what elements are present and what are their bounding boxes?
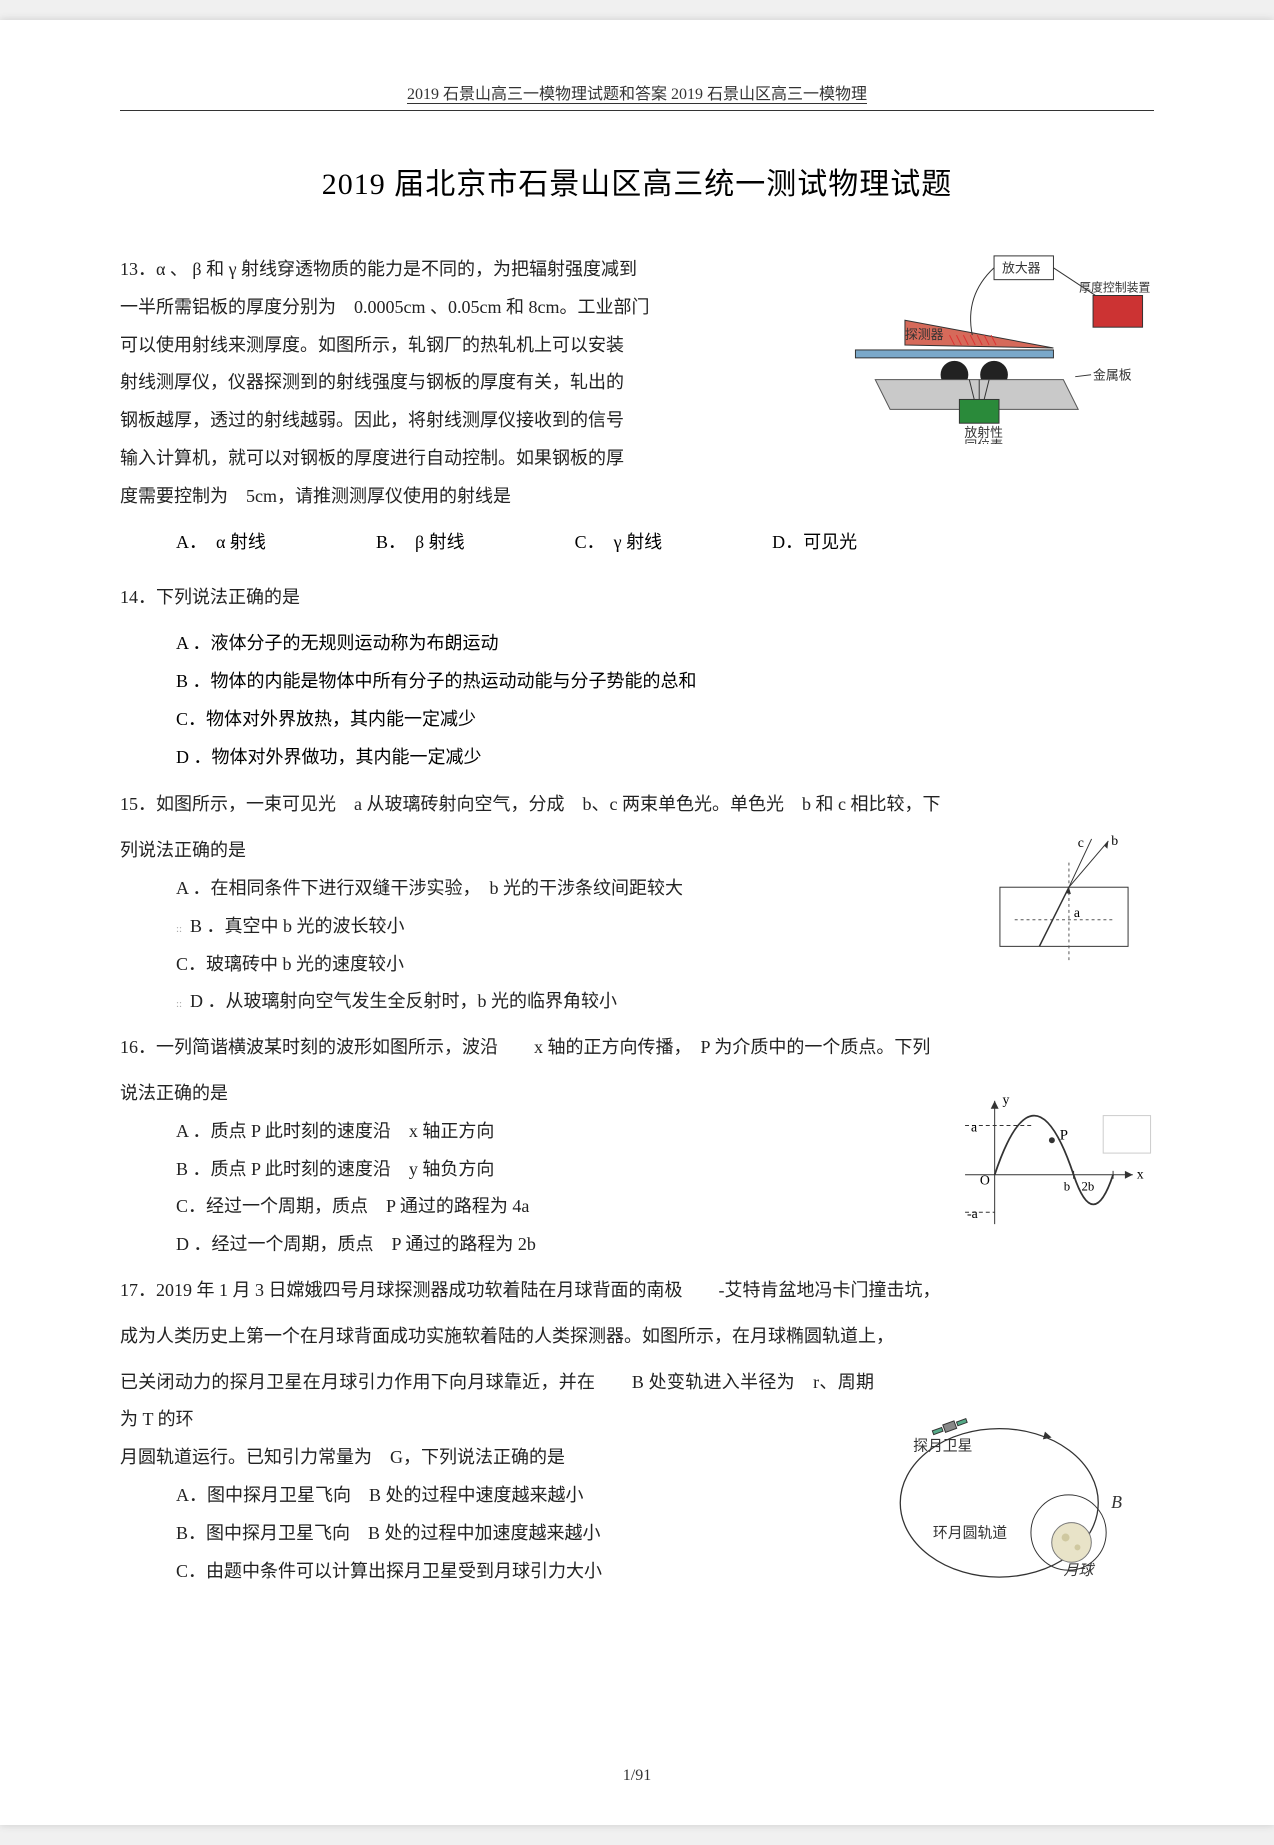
svg-text:x: x — [1137, 1167, 1144, 1182]
q14-opt-b: B ．物体的内能是物体中所有分子的热运动动能与分子势能的总和 — [176, 663, 1154, 701]
question-16-body: 说法正确的是 A ．质点 P 此时刻的速度沿 x 轴正方向 B ．质点 P 此时… — [120, 1075, 1154, 1264]
question-16-line1: 16．一列简谐横波某时刻的波形如图所示，波沿 x 轴的正方向传播， P 为介质中… — [120, 1029, 1154, 1067]
page: 2019 石景山高三一模物理试题和答案 2019 石景山区高三一模物理 2019… — [0, 20, 1274, 1825]
q14-opt-c: C．物体对外界放热，其内能一定减少 — [176, 701, 1154, 739]
exam-title: 2019 届北京市石景山区高三统一测试物理试题 — [120, 159, 1154, 203]
q13-line-3: 射线测厚仪，仪器探测到的射线强度与钢板的厚度有关，轧出的 — [120, 372, 624, 392]
q13-opt-b: B． β 射线 — [376, 524, 465, 562]
q17-options: A．图中探月卫星飞向 B 处的过程中速度越来越小 B．图中探月卫星飞向 B 处的… — [120, 1477, 874, 1590]
q17-stem-l0: 2019 年 1 月 3 日嫦娥四号月球探测器成功软着陆在月球背面的南极 -艾特… — [156, 1280, 941, 1300]
q16-opt-a: A ．质点 P 此时刻的速度沿 x 轴正方向 — [176, 1113, 874, 1151]
q15-stem2: 列说法正确的是 — [120, 840, 246, 860]
q14-options: A ．液体分子的无规则运动称为布朗运动 B ．物体的内能是物体中所有分子的热运动… — [120, 625, 1154, 776]
q15-number: 15． — [120, 794, 156, 814]
q14-stem: 下列说法正确的是 — [156, 587, 300, 607]
q15-opt-a: A ．在相同条件下进行双缝干涉实验， b 光的干涉条纹间距较大 — [176, 870, 914, 908]
svg-text:-a: -a — [967, 1206, 978, 1221]
q13-opt-c: C． γ 射线 — [575, 524, 662, 562]
q17-opt-b: B．图中探月卫星飞向 B 处的过程中加速度越来越小 — [176, 1515, 874, 1553]
page-number: 1/91 — [0, 1767, 1274, 1785]
q16-options: A ．质点 P 此时刻的速度沿 x 轴正方向 B ．质点 P 此时刻的速度沿 y… — [120, 1113, 874, 1264]
q14-opt-d: D ．物体对外界做功，其内能一定减少 — [176, 739, 1154, 777]
q15-options: A ．在相同条件下进行双缝干涉实验， b 光的干涉条纹间距较大 ::B ．真空中… — [120, 870, 914, 1021]
q17-stem-l3: 月圆轨道运行。已知引力常量为 G，下列说法正确的是 — [120, 1447, 565, 1467]
svg-text:厚度控制装置: 厚度控制装置 — [1079, 281, 1150, 295]
svg-text:探月卫星: 探月卫星 — [913, 1437, 972, 1454]
q13-line-2: 可以使用射线来测厚度。如图所示，轧钢厂的热轧机上可以安装 — [120, 335, 624, 355]
question-13: 13．α 、 β 和 γ 射线穿透物质的能力是不同的，为把辐射强度减到 一半所需… — [120, 251, 1154, 516]
q17-opt-c: C．由题中条件可以计算出探月卫星受到月球引力大小 — [176, 1553, 874, 1591]
q16-opt-b: B ．质点 P 此时刻的速度沿 y 轴负方向 — [176, 1151, 874, 1189]
svg-text:探测器: 探测器 — [905, 328, 944, 342]
svg-text:y: y — [1003, 1092, 1010, 1107]
q17-opt-a: A．图中探月卫星飞向 B 处的过程中速度越来越小 — [176, 1477, 874, 1515]
question-17-body: 已关闭动力的探月卫星在月球引力作用下向月球靠近，并在 B 处变轨进入半径为 r、… — [120, 1364, 1154, 1591]
q16-opt-d: D ．经过一个周期，质点 P 通过的路程为 2b — [176, 1226, 874, 1264]
q13-line-6: 度需要控制为 5cm，请推测测厚仪使用的射线是 — [120, 486, 511, 506]
q13-number: 13． — [120, 259, 156, 279]
q16-number: 16． — [120, 1037, 156, 1057]
figure-refraction: a b c — [974, 832, 1154, 972]
q15-stem1: 如图所示，一束可见光 a 从玻璃砖射向空气，分成 b、c 两束单色光。单色光 b… — [156, 794, 940, 814]
q15-opt-b: B ．真空中 b 光的波长较小 — [190, 916, 405, 936]
q16-stem2: 说法正确的是 — [120, 1083, 228, 1103]
svg-text:a: a — [1074, 905, 1080, 920]
q17-stem-l2: 已关闭动力的探月卫星在月球引力作用下向月球靠近，并在 B 处变轨进入半径为 r、… — [120, 1372, 874, 1430]
q14-opt-a: A ．液体分子的无规则运动称为布朗运动 — [176, 625, 1154, 663]
svg-text:a: a — [971, 1119, 977, 1134]
svg-text:c: c — [1078, 835, 1084, 850]
svg-text:放射性: 放射性 — [964, 425, 1003, 440]
question-15-line1: 15．如图所示，一束可见光 a 从玻璃砖射向空气，分成 b、c 两束单色光。单色… — [120, 786, 1154, 824]
svg-text:金属板: 金属板 — [1093, 368, 1132, 383]
q13-line-0: α 、 β 和 γ 射线穿透物质的能力是不同的，为把辐射强度减到 — [156, 259, 637, 279]
q15-marker-icon-2: :: — [176, 993, 190, 1016]
question-17-line1: 17．2019 年 1 月 3 日嫦娥四号月球探测器成功软着陆在月球背面的南极 … — [120, 1272, 1154, 1310]
q13-options: A． α 射线 B． β 射线 C． γ 射线 D．可见光 — [120, 524, 1154, 562]
svg-text:P: P — [1060, 1127, 1068, 1143]
q15-marker-icon: :: — [176, 918, 190, 941]
question-17-line2: 成为人类历史上第一个在月球背面成功实施软着陆的人类探测器。如图所示，在月球椭圆轨… — [120, 1318, 1154, 1356]
running-header: 2019 石景山高三一模物理试题和答案 2019 石景山区高三一模物理 — [120, 80, 1154, 111]
figure-wave: y x O a -a P b 2b — [934, 1085, 1154, 1235]
svg-text:同位素: 同位素 — [964, 439, 1003, 444]
q13-line-4: 钢板越厚，透过的射线越弱。因此，将射线测厚仪接收到的信号 — [120, 410, 624, 430]
q16-opt-c: C．经过一个周期，质点 P 通过的路程为 4a — [176, 1188, 874, 1226]
q16-stem1: 一列简谐横波某时刻的波形如图所示，波沿 x 轴的正方向传播， P 为介质中的一个… — [156, 1037, 930, 1057]
q13-opt-d: D．可见光 — [772, 524, 857, 562]
q15-opt-d: D ．从玻璃射向空气发生全反射时，b 光的临界角较小 — [190, 991, 617, 1011]
svg-text:B: B — [1111, 1491, 1122, 1511]
svg-text:O: O — [980, 1173, 990, 1188]
svg-text:放大器: 放大器 — [1002, 262, 1041, 276]
svg-text:月球: 月球 — [1064, 1562, 1096, 1579]
figure-thickness-gauge: 探测器 放大器 厚度控制装置 金属板 放射性 同位素 — [844, 245, 1154, 445]
question-15-body: 列说法正确的是 A ．在相同条件下进行双缝干涉实验， b 光的干涉条纹间距较大 … — [120, 832, 1154, 1021]
figure-moon-orbit: 月球 B 探月卫星 环月圆轨道 — [894, 1388, 1154, 1588]
svg-text:b: b — [1064, 1180, 1070, 1194]
q15-opt-c: C．玻璃砖中 b 光的速度较小 — [176, 946, 914, 984]
q13-line-1: 一半所需铝板的厚度分别为 0.0005cm 、0.05cm 和 8cm。工业部门 — [120, 297, 649, 317]
q13-line-5: 输入计算机，就可以对钢板的厚度进行自动控制。如果钢板的厚 — [120, 448, 624, 468]
question-14: 14．下列说法正确的是 — [120, 579, 1154, 617]
q17-stem-l1: 成为人类历史上第一个在月球背面成功实施软着陆的人类探测器。如图所示，在月球椭圆轨… — [120, 1326, 894, 1346]
q17-number: 17． — [120, 1280, 156, 1300]
svg-text:环月圆轨道: 环月圆轨道 — [933, 1524, 1007, 1541]
q14-number: 14． — [120, 587, 156, 607]
svg-text:2b: 2b — [1081, 1180, 1094, 1194]
q13-opt-a: A． α 射线 — [176, 524, 266, 562]
svg-text:b: b — [1111, 833, 1118, 848]
